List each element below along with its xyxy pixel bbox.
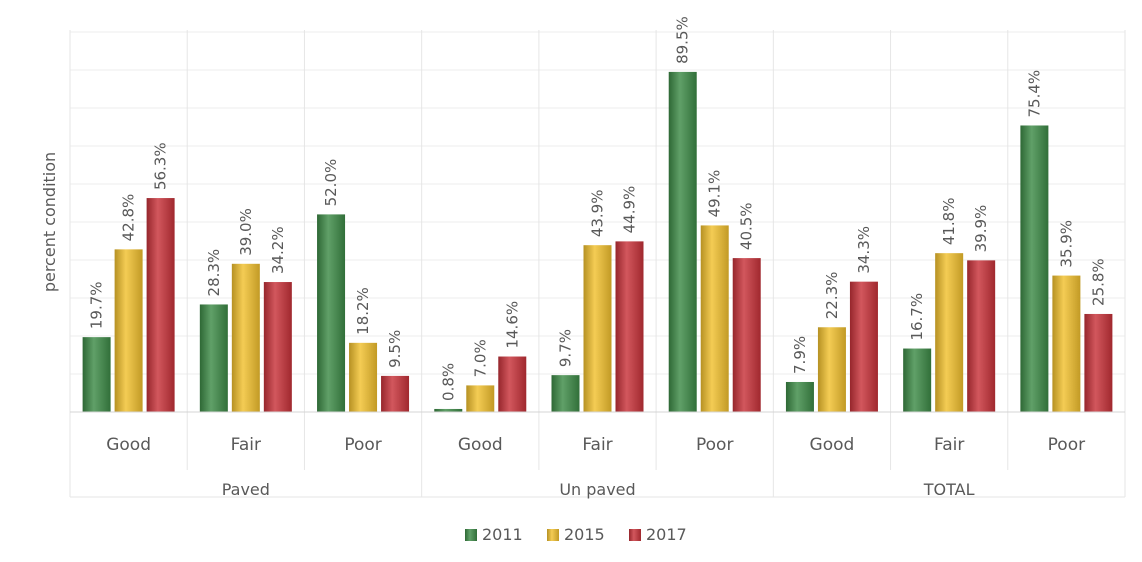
bar-2011: [785, 381, 814, 412]
data-label: 25.8%: [1089, 258, 1107, 306]
bar-2015: [231, 263, 260, 412]
data-label: 39.9%: [972, 205, 990, 253]
bar-2011: [199, 304, 228, 412]
category-label: Poor: [1048, 435, 1085, 455]
data-label: 39.0%: [237, 208, 255, 256]
bar-2017: [146, 198, 175, 412]
data-label: 75.4%: [1025, 70, 1043, 118]
category-label: Poor: [696, 435, 733, 455]
bar-2017: [381, 375, 410, 412]
category-label: Good: [106, 435, 151, 455]
data-label: 22.3%: [823, 272, 841, 320]
category-label: Good: [810, 435, 855, 455]
bar-2015: [466, 385, 495, 412]
category-label: Good: [458, 435, 503, 455]
data-label: 28.3%: [205, 249, 223, 297]
data-label: 35.9%: [1057, 220, 1075, 268]
data-label: 19.7%: [88, 281, 106, 329]
bar-2015: [817, 327, 846, 412]
bar-2011: [434, 408, 463, 412]
data-label: 44.9%: [621, 186, 639, 234]
bar-2017: [1084, 313, 1113, 412]
legend-label: 2015: [564, 525, 605, 544]
data-label: 16.7%: [908, 293, 926, 341]
data-label: 7.0%: [471, 339, 489, 377]
data-label: 7.9%: [791, 336, 809, 374]
y-axis-label: percent condition: [40, 152, 59, 292]
data-label: 43.9%: [589, 190, 607, 238]
data-label: 89.5%: [674, 16, 692, 64]
data-label: 9.7%: [557, 329, 575, 367]
data-label: 41.8%: [940, 198, 958, 246]
bar-2015: [935, 253, 964, 412]
data-label: 49.1%: [706, 170, 724, 218]
data-label: 9.5%: [386, 330, 404, 368]
bar-2011: [551, 375, 580, 412]
bar-2011: [317, 214, 346, 412]
category-label: Fair: [231, 435, 261, 455]
bar-2017: [263, 282, 292, 412]
data-label: 40.5%: [738, 202, 756, 250]
data-label: 42.8%: [120, 194, 138, 242]
data-label: 34.3%: [855, 226, 873, 274]
data-label: 52.0%: [322, 159, 340, 207]
legend-swatch: [547, 529, 559, 541]
bar-2017: [967, 260, 996, 412]
bar-2011: [82, 337, 111, 412]
x-axis: Good Fair Poor Good Fair Poor Good Fair Poor Pave…: [70, 411, 1125, 499]
data-label: 0.8%: [439, 363, 457, 401]
bar-2015: [1052, 275, 1081, 412]
category-frame: [69, 30, 1126, 498]
legend-swatch: [629, 529, 641, 541]
bar-2015: [700, 225, 729, 412]
group-label: Un paved: [559, 480, 635, 499]
bar-2015: [349, 342, 378, 412]
bar-2015: [114, 249, 143, 412]
bar-2011: [668, 71, 697, 413]
bars: [82, 71, 1113, 413]
bar-2011: [903, 348, 932, 412]
bar-2017: [615, 241, 644, 412]
data-label: 56.3%: [152, 142, 170, 190]
legend-swatch: [465, 529, 477, 541]
legend-label: 2011: [482, 525, 523, 544]
legend-label: 2017: [646, 525, 687, 544]
group-label: TOTAL: [923, 480, 975, 499]
data-label: 34.2%: [269, 226, 287, 274]
data-label: 14.6%: [503, 301, 521, 349]
bar-2017: [498, 356, 527, 412]
bar-2017: [849, 281, 878, 412]
bar-2017: [732, 258, 761, 412]
group-label: Paved: [222, 480, 270, 499]
category-label: Fair: [934, 435, 964, 455]
legend: 2011 2015 2017: [465, 525, 687, 544]
bar-2015: [583, 245, 612, 412]
bar-2011: [1020, 125, 1049, 412]
category-label: Fair: [582, 435, 612, 455]
category-label: Poor: [344, 435, 381, 455]
data-label: 18.2%: [354, 287, 372, 335]
data-labels: 19.7% 42.8% 56.3% 28.3% 39.0% 34.2% 52.0% 18.2%…: [88, 16, 1108, 401]
